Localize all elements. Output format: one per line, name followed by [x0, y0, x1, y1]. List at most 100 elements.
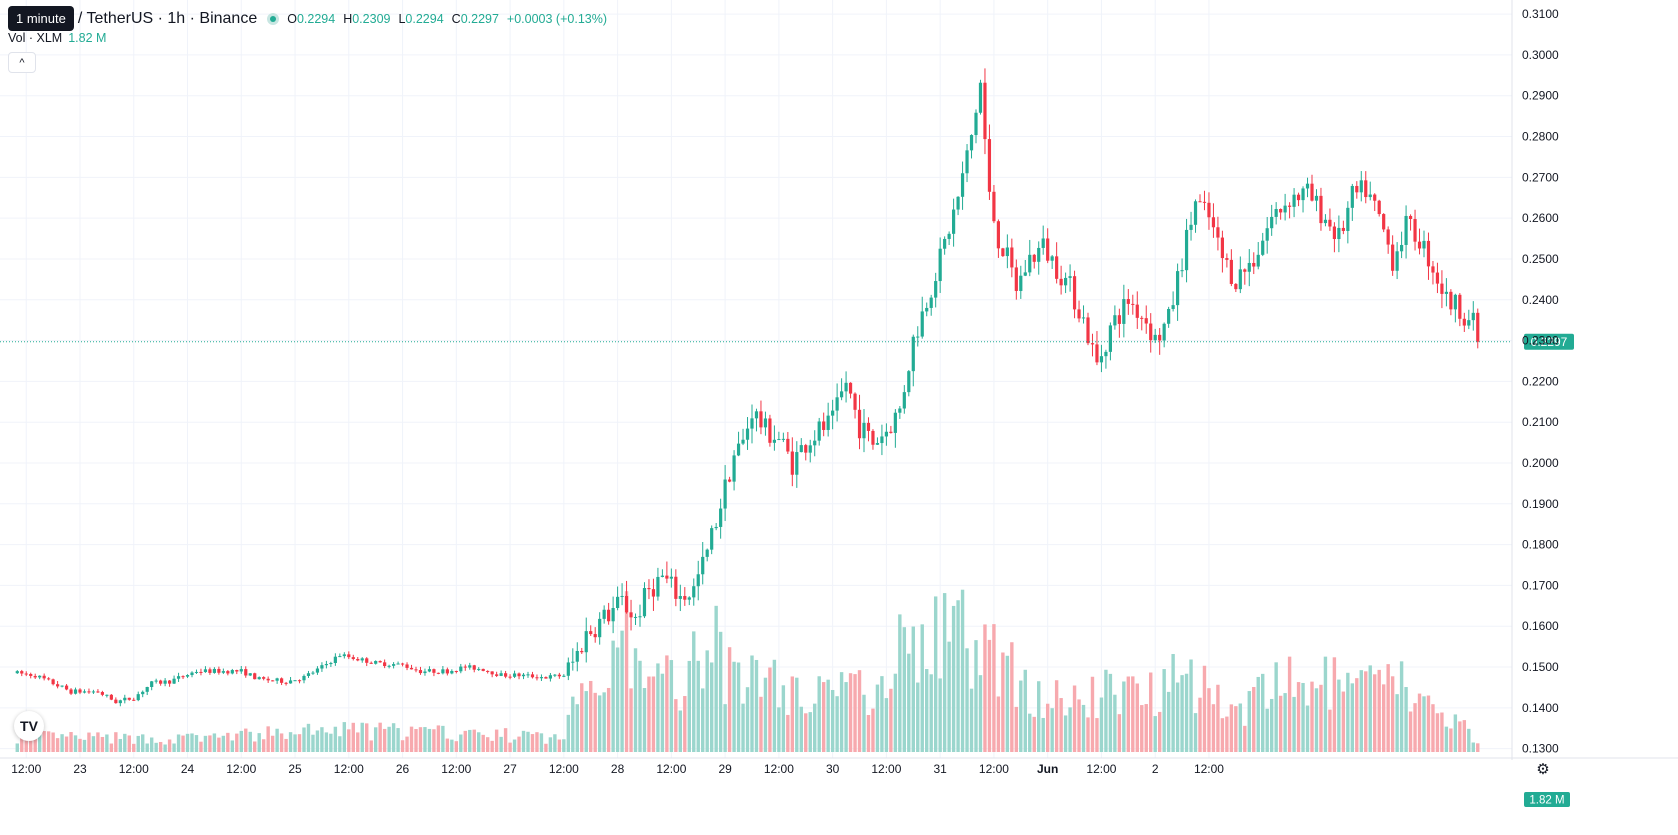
volume-bar [91, 736, 96, 752]
candle-down [78, 689, 82, 693]
price-tick-label: 0.2200 [1522, 374, 1559, 388]
time-tick-label: 12:00 [549, 762, 579, 776]
volume-bar [1149, 672, 1153, 752]
price-tick-label: 0.3100 [1522, 7, 1559, 21]
candle-down [1252, 262, 1256, 267]
candle-down [1288, 205, 1292, 207]
volume-bar [423, 727, 427, 752]
volume-bar [1449, 728, 1453, 752]
volume-bar [1059, 698, 1063, 752]
volume-bar [288, 732, 293, 752]
volume-bar [1072, 685, 1077, 752]
symbol-title[interactable]: / TetherUS · 1h · Binance [77, 9, 258, 27]
volume-bar [329, 733, 333, 752]
volume-bar [365, 723, 369, 752]
volume-bar [813, 703, 817, 752]
candle-down [1010, 247, 1014, 268]
candle-up [190, 672, 194, 676]
volume-bar [1444, 726, 1449, 752]
volume-bar [1314, 688, 1319, 752]
candle-up [315, 668, 320, 673]
candle-down [495, 674, 499, 676]
candle-up [1122, 299, 1126, 324]
volume-bar [176, 734, 181, 752]
candle-down [728, 479, 732, 482]
candle-up [338, 656, 342, 658]
volume-bar [194, 735, 199, 752]
volume-bar [445, 738, 450, 752]
candle-up [91, 691, 96, 693]
candle-up [553, 674, 557, 676]
candle-down [383, 662, 387, 667]
candle-down [647, 587, 651, 590]
candle-up [893, 412, 897, 433]
volume-bar [853, 674, 857, 752]
candle-down [400, 663, 405, 665]
candle-up [566, 662, 570, 676]
candle-up [575, 650, 579, 662]
volume-bar [1014, 706, 1019, 752]
volume-bar [678, 710, 683, 752]
volume-bar [611, 640, 615, 752]
candle-up [562, 675, 566, 677]
price-tick-label: 0.2400 [1522, 293, 1559, 307]
candle-down [674, 576, 678, 599]
collapse-legend-button[interactable]: ^ [8, 52, 36, 73]
candle-up [459, 666, 463, 672]
volume-bar [956, 600, 960, 752]
volume-bar [1037, 681, 1041, 752]
volume-bar [141, 734, 145, 752]
gear-icon[interactable]: ⚙ [1534, 760, 1552, 778]
price-tick-label: 0.2000 [1522, 456, 1559, 470]
candle-down [589, 631, 593, 635]
ohlc-open: O0.2294 [287, 12, 335, 26]
candle-up [1247, 262, 1251, 272]
candle-up [969, 135, 974, 151]
volume-bar [414, 729, 418, 752]
volume-bar [55, 738, 60, 752]
candle-down [369, 662, 373, 664]
candle-up [1467, 320, 1471, 326]
volume-bar [633, 648, 638, 752]
volume-bar [333, 726, 338, 752]
volume-bars [15, 589, 1480, 752]
market-status-icon[interactable] [267, 12, 280, 25]
candle-up [1064, 277, 1068, 286]
volume-bar [1175, 682, 1180, 752]
candle-up [1068, 276, 1072, 278]
candle-up [723, 479, 727, 509]
candle-up [781, 438, 785, 440]
time-tick-label: 24 [181, 762, 195, 776]
volume-bar [1108, 673, 1113, 752]
candle-down [1243, 269, 1247, 272]
time-tick-label: 12:00 [1086, 762, 1116, 776]
volume-bar [790, 676, 795, 752]
candle-up [911, 336, 915, 372]
volume-bar [871, 708, 875, 752]
volume-bar [862, 694, 866, 752]
volume-bar [1095, 718, 1099, 752]
price-tick-label: 0.2900 [1522, 89, 1559, 103]
volume-bar [1269, 698, 1274, 752]
candle-up [512, 673, 517, 677]
volume-bar [669, 660, 674, 752]
volume-bar [37, 730, 42, 752]
volume-bar [638, 660, 642, 752]
volume-bar [629, 688, 633, 752]
candle-down [463, 666, 467, 668]
last-volume-label: 1.82 M [1529, 795, 1564, 807]
volume-bar [293, 734, 297, 752]
candle-up [1346, 207, 1350, 231]
volume-bar [1122, 681, 1126, 752]
volume-bar [938, 678, 942, 752]
candle-up [1422, 240, 1426, 249]
candle-down [517, 673, 521, 677]
tradingview-logo-icon[interactable]: TV [14, 711, 44, 741]
volume-bar [1395, 694, 1399, 752]
candle-down [181, 676, 185, 678]
candle-down [804, 445, 808, 453]
volume-bar [306, 723, 311, 752]
price-tick-label: 0.1300 [1522, 742, 1559, 756]
candle-up [660, 575, 664, 577]
